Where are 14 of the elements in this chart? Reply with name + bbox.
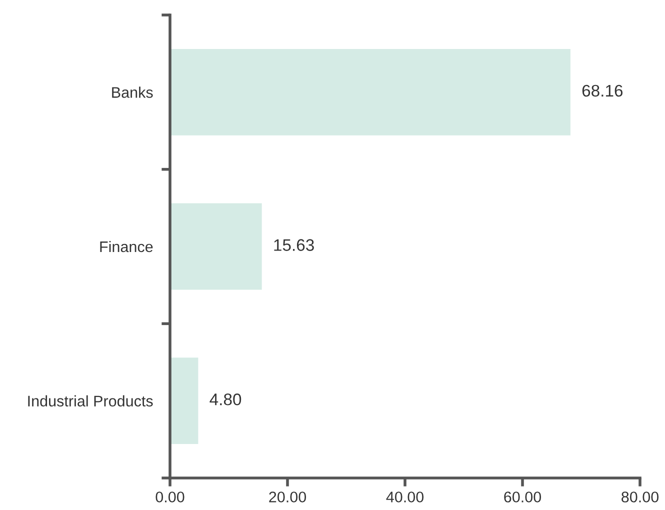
x-tick-label: 40.00 bbox=[386, 492, 424, 502]
x-tick-label: 60.00 bbox=[504, 492, 542, 502]
y-tick-label: Finance bbox=[100, 240, 153, 252]
data-label: 15.63 bbox=[274, 239, 314, 251]
y-tick-label: Industrial Products bbox=[28, 395, 153, 407]
bar bbox=[170, 48, 570, 136]
bar bbox=[170, 203, 262, 290]
data-label: 4.80 bbox=[210, 394, 242, 406]
y-tick-label: Banks bbox=[112, 86, 153, 98]
bar bbox=[170, 358, 198, 444]
x-tick-label: 20.00 bbox=[269, 492, 306, 502]
x-tick-label: 80.00 bbox=[622, 492, 659, 502]
x-tick-label: 0.00 bbox=[156, 492, 184, 502]
data-label: 68.16 bbox=[582, 84, 623, 97]
